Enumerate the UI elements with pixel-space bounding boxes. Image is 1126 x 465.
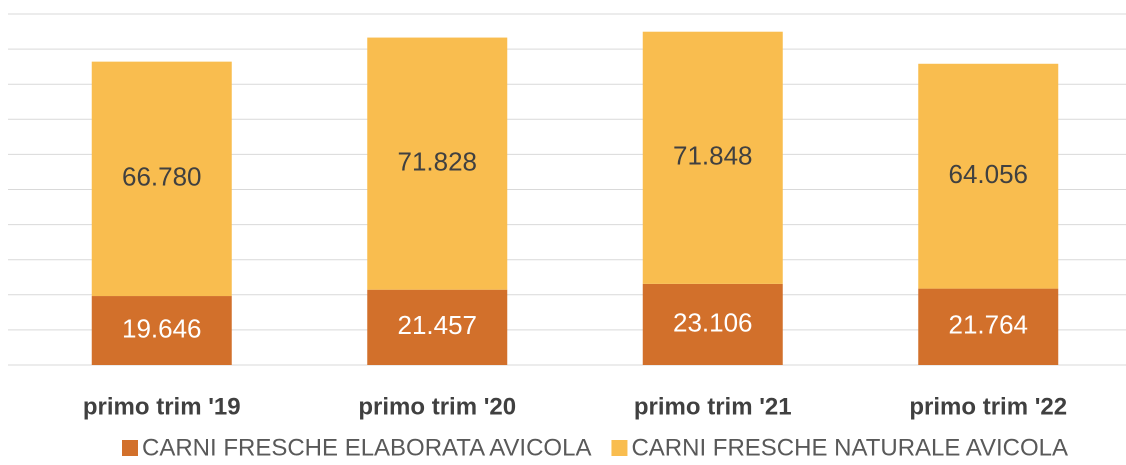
value-label: 19.646	[122, 313, 202, 343]
bar-segment	[367, 37, 508, 290]
x-tick-label: primo trim '19	[83, 393, 241, 420]
bar-segment	[642, 31, 783, 284]
value-label: 21.457	[397, 310, 477, 340]
value-label: 71.828	[397, 147, 477, 177]
bar-segment	[91, 61, 232, 297]
bar-segment	[367, 289, 508, 365]
value-label: 21.764	[948, 310, 1028, 340]
x-tick-label: primo trim '21	[634, 393, 792, 420]
legend-swatch	[611, 440, 628, 456]
bar-segment	[918, 288, 1059, 365]
bar-segment	[91, 296, 232, 365]
value-label: 71.848	[673, 141, 753, 171]
bar-segment	[642, 283, 783, 365]
legend-label: CARNI FRESCHE NATURALE AVICOLA	[631, 434, 1068, 461]
bar-segment	[918, 63, 1059, 289]
x-tick-label: primo trim '20	[358, 393, 516, 420]
legend-label: CARNI FRESCHE ELABORATA AVICOLA	[142, 434, 591, 461]
legend-swatch	[122, 440, 138, 456]
x-tick-label: primo trim '22	[909, 393, 1067, 420]
value-label: 66.780	[122, 162, 202, 192]
value-label: 64.056	[948, 159, 1028, 189]
value-label: 23.106	[673, 307, 753, 337]
